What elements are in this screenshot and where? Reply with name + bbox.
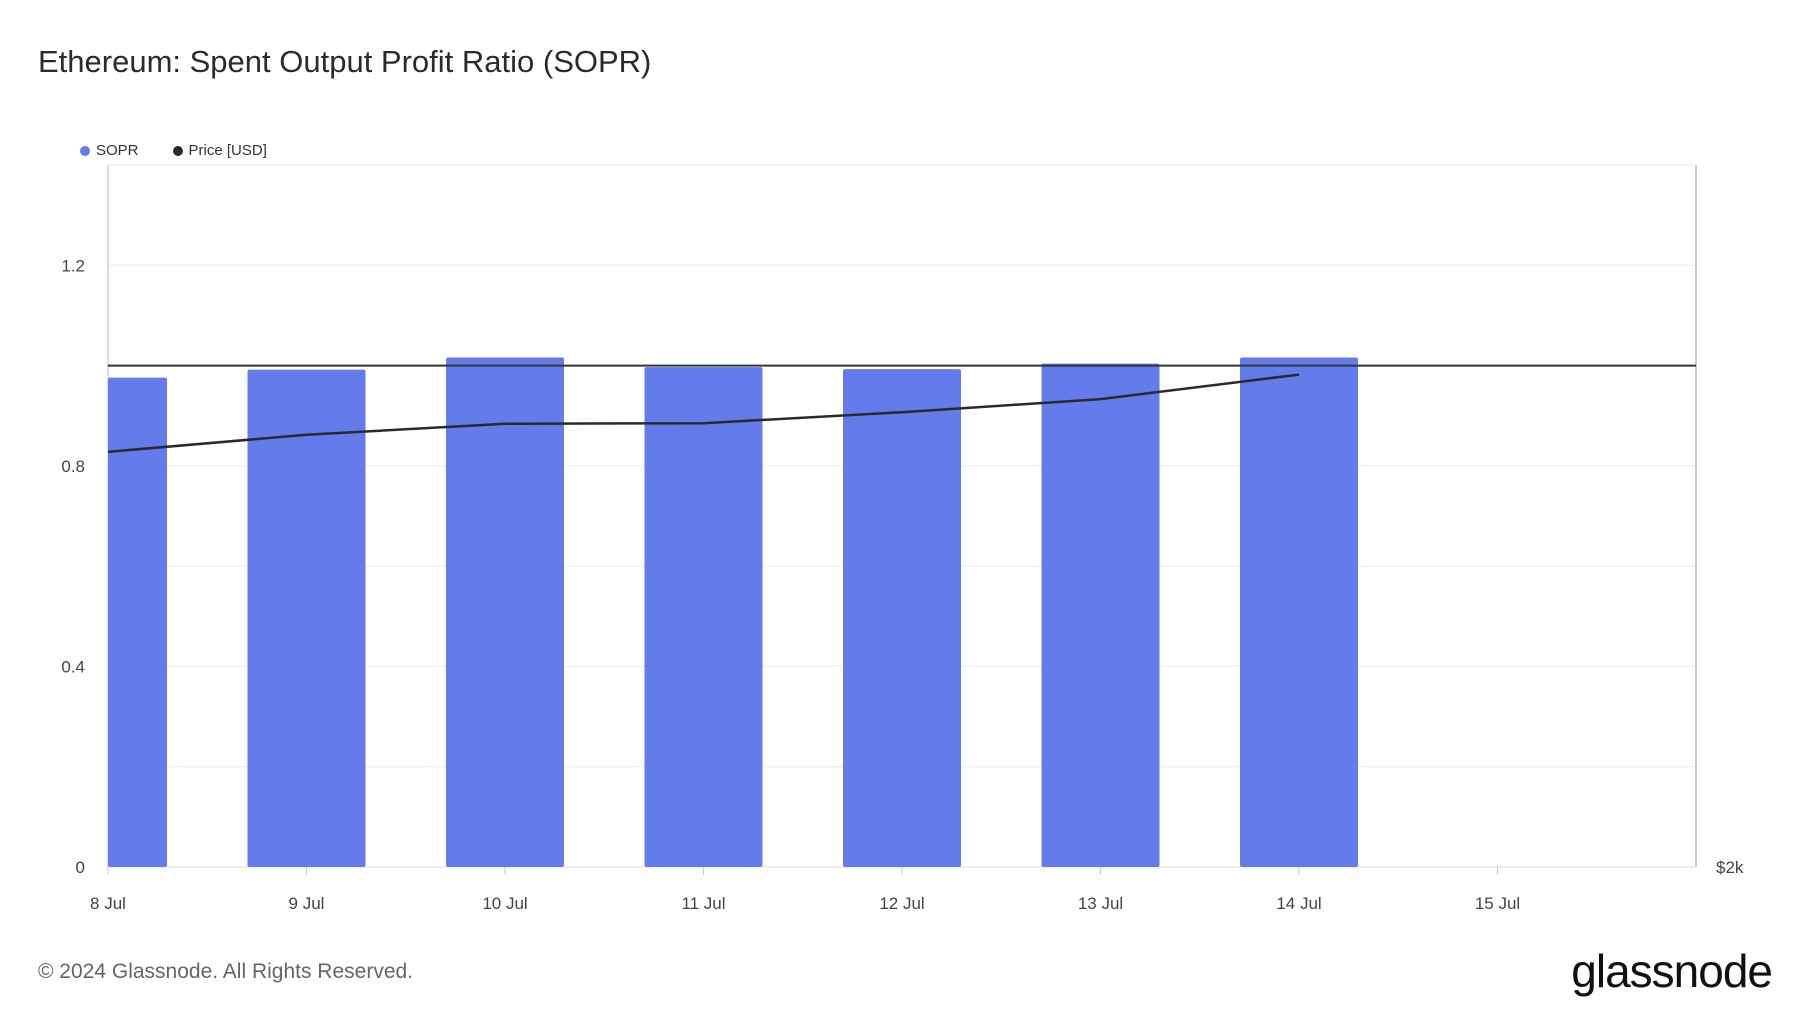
glassnode-logo: glassnode <box>1571 945 1773 997</box>
chart-title: Ethereum: Spent Output Profit Ratio (SOP… <box>38 44 652 79</box>
x-tick-label: 15 Jul <box>1475 894 1520 913</box>
sopr-bar <box>247 369 366 867</box>
legend-label-sopr: SOPR <box>96 142 139 159</box>
price-line <box>107 373 1300 454</box>
sopr-bar <box>843 369 961 867</box>
legend: SOPR Price [USD] <box>80 142 267 159</box>
y-tick-label: 0.4 <box>61 657 85 676</box>
right-axis-label: $2k <box>1716 858 1744 877</box>
legend-item-price[interactable]: Price [USD] <box>172 142 267 159</box>
x-tick-label: 9 Jul <box>289 894 325 913</box>
sopr-bar <box>1240 357 1358 867</box>
sopr-bar <box>446 357 564 867</box>
sopr-bar <box>1041 363 1160 867</box>
y-tick-label: 0 <box>76 858 85 877</box>
x-tick-label: 8 Jul <box>90 894 126 913</box>
legend-dot-price <box>172 145 183 156</box>
x-tick-label: 10 Jul <box>482 894 527 913</box>
sopr-bar <box>108 377 167 867</box>
copyright-text: © 2024 Glassnode. All Rights Reserved. <box>38 960 414 983</box>
legend-item-sopr[interactable]: SOPR <box>80 142 139 159</box>
x-tick-label: 14 Jul <box>1276 894 1321 913</box>
x-tick-label: 13 Jul <box>1078 894 1123 913</box>
legend-label-price: Price [USD] <box>188 142 267 159</box>
x-tick-label: 11 Jul <box>681 894 725 913</box>
legend-dot-sopr <box>80 145 90 156</box>
sopr-bar <box>644 367 763 867</box>
x-tick-label: 12 Jul <box>879 894 924 913</box>
y-tick-label: 0.8 <box>61 457 85 476</box>
y-tick-label: 1.2 <box>61 256 85 275</box>
